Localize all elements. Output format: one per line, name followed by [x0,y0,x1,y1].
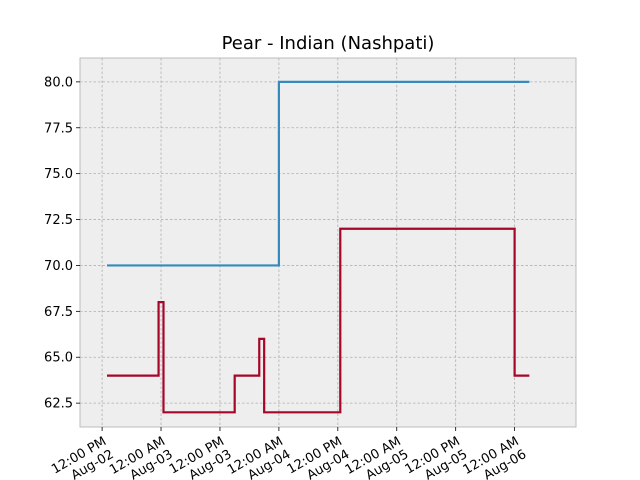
y-tick-label: 77.5 [44,121,73,136]
y-tick-label: 75.0 [44,167,73,182]
y-tick-label: 62.5 [44,397,73,412]
plot-area [79,57,577,428]
y-tick-label: 72.5 [44,213,73,228]
y-tick-label: 80.0 [44,75,73,90]
series-line-1 [107,80,530,267]
chart-title: Pear - Indian (Nashpati) [222,33,435,54]
series-line-2 [107,227,530,414]
y-tick-label: 70.0 [44,259,73,274]
series-layer [107,80,530,414]
y-tick-label: 67.5 [44,305,73,320]
y-tick-label: 65.0 [44,351,73,366]
